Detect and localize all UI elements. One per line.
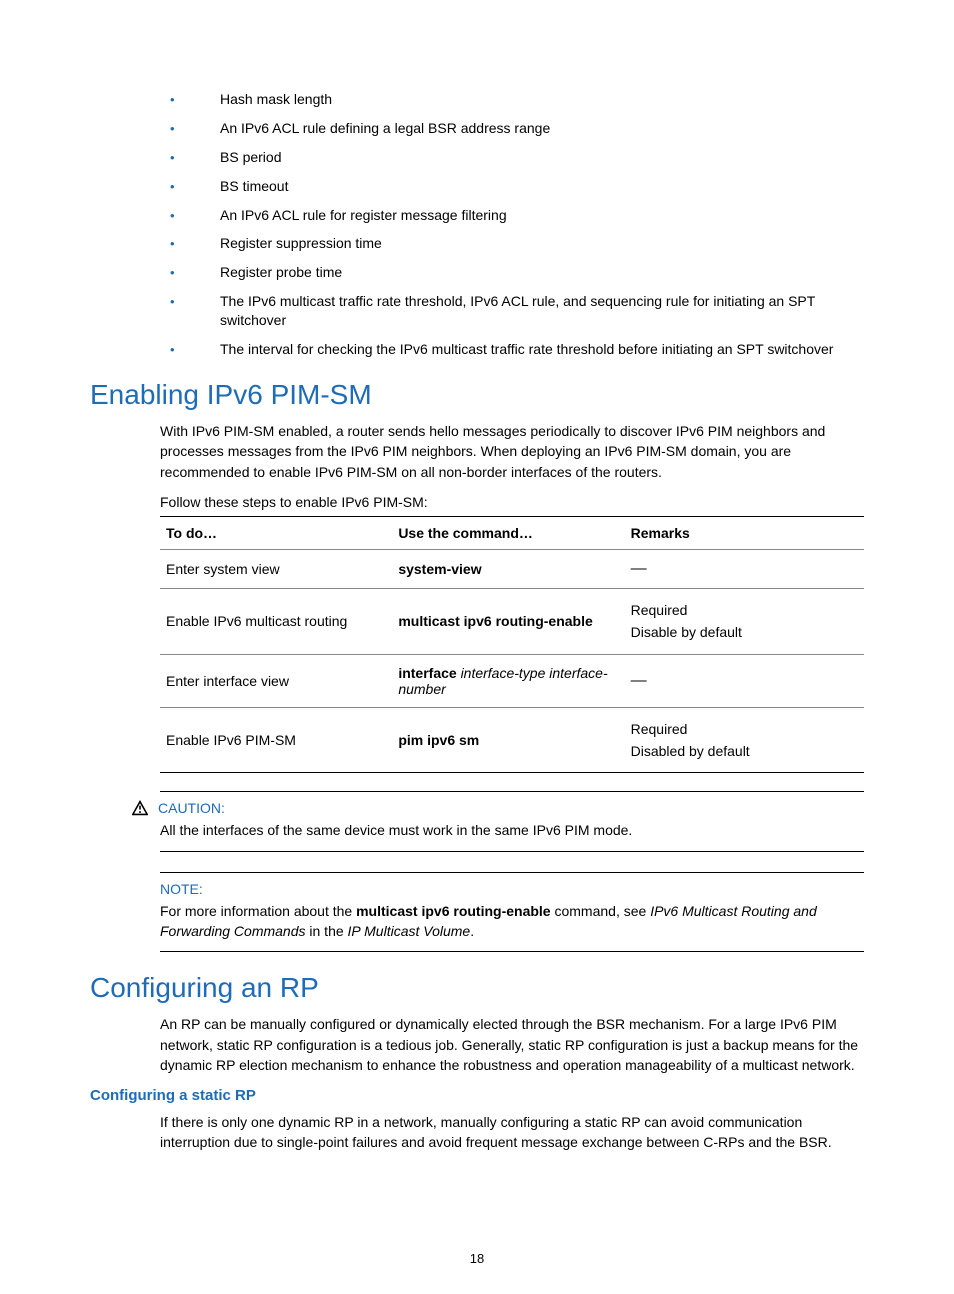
remarks-text: — bbox=[631, 560, 647, 577]
command-table: To do… Use the command… Remarks Enter sy… bbox=[160, 516, 864, 774]
list-item: Register probe time bbox=[90, 263, 864, 282]
command-text: multicast ipv6 routing-enable bbox=[398, 613, 592, 629]
page-number: 18 bbox=[0, 1251, 954, 1266]
list-item: BS timeout bbox=[90, 177, 864, 196]
caution-callout: CAUTION: All the interfaces of the same … bbox=[160, 791, 864, 851]
note-bold: multicast ipv6 routing-enable bbox=[356, 903, 550, 919]
table-cell: pim ipv6 sm bbox=[392, 707, 624, 773]
table-row: Enable IPv6 PIM-SM pim ipv6 sm Required … bbox=[160, 707, 864, 773]
table-cell: Enable IPv6 PIM-SM bbox=[160, 707, 392, 773]
table-cell: Enter system view bbox=[160, 549, 392, 588]
command-text: system-view bbox=[398, 561, 481, 577]
table-cell: Enable IPv6 multicast routing bbox=[160, 588, 392, 654]
paragraph: An RP can be manually configured or dyna… bbox=[90, 1014, 864, 1075]
note-label: NOTE: bbox=[160, 881, 203, 897]
paragraph: With IPv6 PIM-SM enabled, a router sends… bbox=[90, 421, 864, 482]
remarks-text: Required bbox=[631, 718, 858, 740]
subheading-configuring-static-rp: Configuring a static RP bbox=[90, 1087, 864, 1104]
list-item: Register suppression time bbox=[90, 234, 864, 253]
caution-body: All the interfaces of the same device mu… bbox=[160, 820, 864, 840]
list-item: Hash mask length bbox=[90, 90, 864, 109]
table-cell: — bbox=[625, 549, 864, 588]
heading-enabling-ipv6-pim-sm: Enabling IPv6 PIM-SM bbox=[90, 379, 864, 411]
note-text: in the bbox=[306, 923, 348, 939]
top-bullet-list: Hash mask length An IPv6 ACL rule defini… bbox=[90, 90, 864, 359]
command-text: pim ipv6 sm bbox=[398, 732, 479, 748]
note-text: . bbox=[470, 923, 474, 939]
list-item: The interval for checking the IPv6 multi… bbox=[90, 340, 864, 359]
note-callout: NOTE: For more information about the mul… bbox=[160, 872, 864, 953]
heading-configuring-an-rp: Configuring an RP bbox=[90, 972, 864, 1004]
page: Hash mask length An IPv6 ACL rule defini… bbox=[0, 0, 954, 1294]
table-header: Remarks bbox=[625, 516, 864, 549]
command-text: interface bbox=[398, 665, 456, 681]
caution-label: CAUTION: bbox=[158, 800, 225, 816]
table-header: Use the command… bbox=[392, 516, 624, 549]
table-cell: Enter interface view bbox=[160, 654, 392, 707]
remarks-text: Disable by default bbox=[631, 621, 858, 643]
caution-icon bbox=[132, 800, 148, 816]
paragraph: Follow these steps to enable IPv6 PIM-SM… bbox=[90, 494, 864, 510]
table-row: Enter interface view interface interface… bbox=[160, 654, 864, 707]
table-cell: multicast ipv6 routing-enable bbox=[392, 588, 624, 654]
list-item: An IPv6 ACL rule defining a legal BSR ad… bbox=[90, 119, 864, 138]
paragraph: If there is only one dynamic RP in a net… bbox=[90, 1112, 864, 1153]
table-cell: Required Disable by default bbox=[625, 588, 864, 654]
note-italic: IP Multicast Volume bbox=[348, 923, 471, 939]
table-cell: interface interface-type interface-numbe… bbox=[392, 654, 624, 707]
remarks-text: Disabled by default bbox=[631, 740, 858, 762]
remarks-text: — bbox=[631, 672, 647, 689]
note-body: For more information about the multicast… bbox=[160, 901, 864, 942]
note-text: For more information about the bbox=[160, 903, 356, 919]
table-cell: Required Disabled by default bbox=[625, 707, 864, 773]
table-header-row: To do… Use the command… Remarks bbox=[160, 516, 864, 549]
caution-header: CAUTION: bbox=[132, 800, 864, 816]
note-header: NOTE: bbox=[160, 881, 864, 897]
table-cell: — bbox=[625, 654, 864, 707]
list-item: BS period bbox=[90, 148, 864, 167]
list-item: An IPv6 ACL rule for register message fi… bbox=[90, 206, 864, 225]
list-item: The IPv6 multicast traffic rate threshol… bbox=[90, 292, 864, 330]
remarks-text: Required bbox=[631, 599, 858, 621]
note-text: command, see bbox=[551, 903, 651, 919]
table-cell: system-view bbox=[392, 549, 624, 588]
table-header: To do… bbox=[160, 516, 392, 549]
table-row: Enable IPv6 multicast routing multicast … bbox=[160, 588, 864, 654]
table-row: Enter system view system-view — bbox=[160, 549, 864, 588]
